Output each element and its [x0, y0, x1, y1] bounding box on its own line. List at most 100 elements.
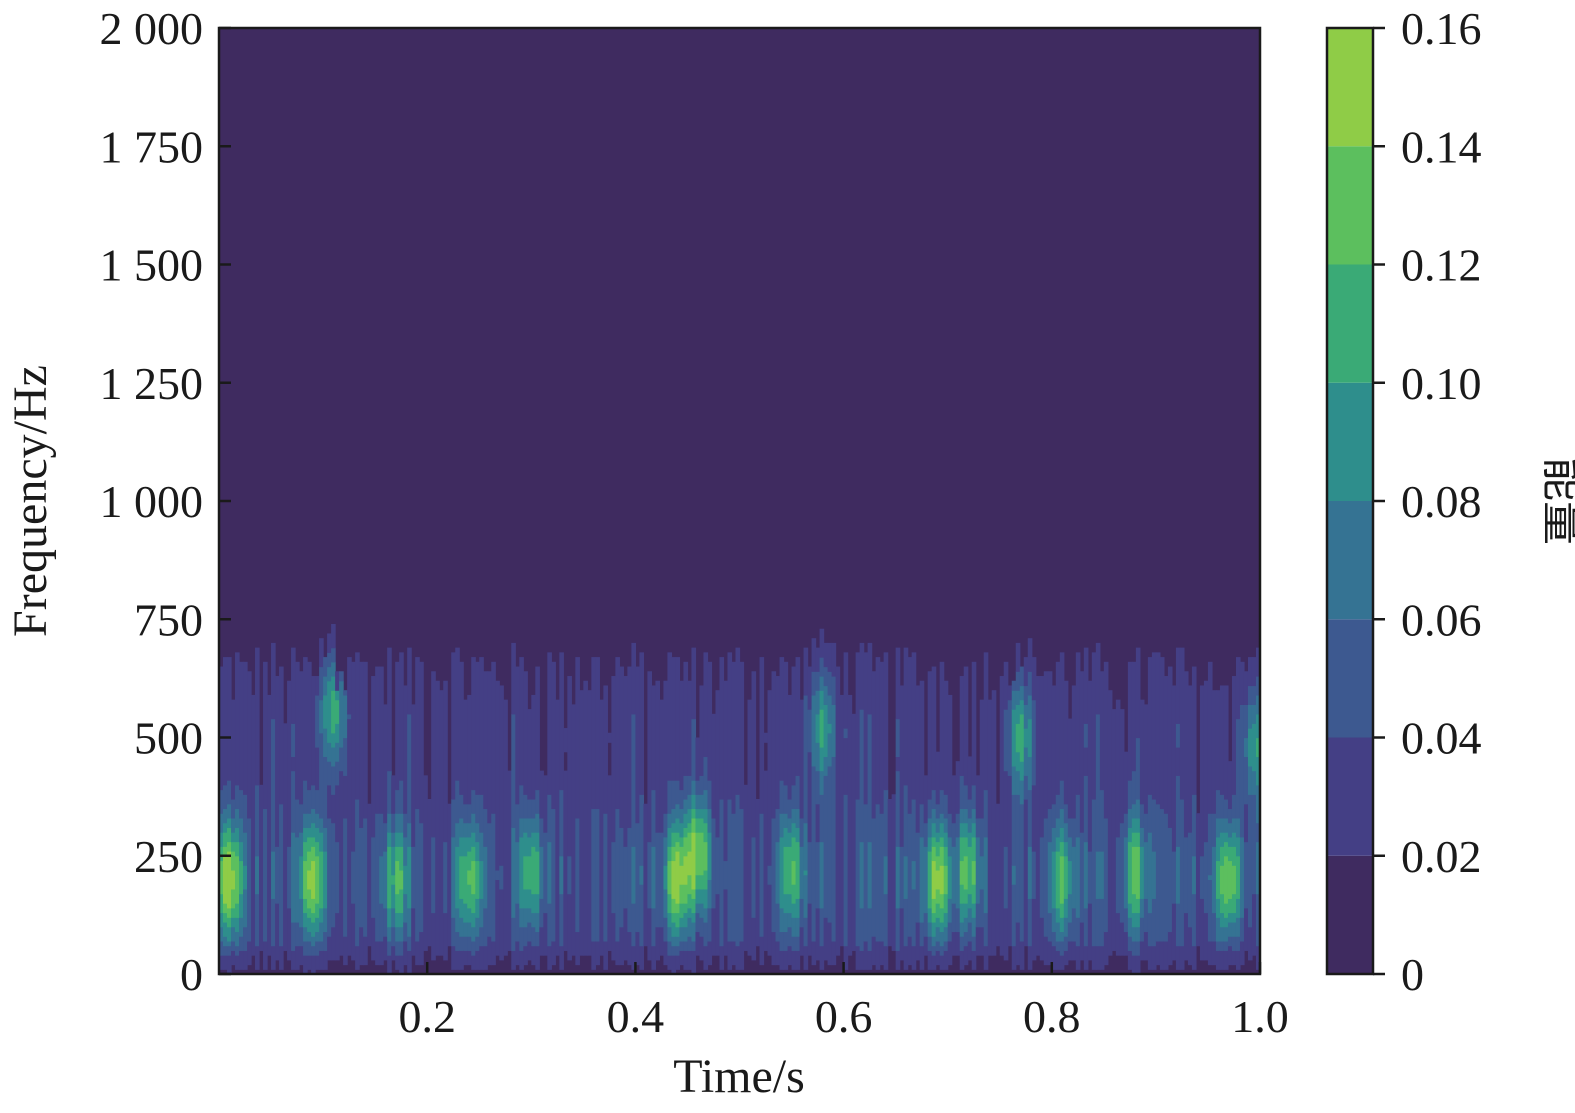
- heatmap-cell: [403, 893, 408, 923]
- heatmap-cell: [235, 903, 240, 918]
- heatmap-cell: [867, 713, 873, 843]
- heatmap-cell: [387, 846, 392, 909]
- heatmap-cell: [683, 775, 689, 800]
- heatmap-cell: [751, 836, 757, 918]
- heatmap-cell: [479, 945, 484, 970]
- heatmap-cell: [1256, 713, 1261, 739]
- heatmap-cell: [239, 917, 244, 937]
- heatmap-cell: [1191, 893, 1197, 947]
- heatmap-cell: [559, 945, 564, 970]
- heatmap-cell: [1159, 940, 1165, 970]
- heatmap-cell: [227, 780, 232, 805]
- heatmap-cell: [823, 666, 829, 687]
- heatmap-cell: [1079, 671, 1085, 833]
- heatmap-cell: [719, 657, 725, 800]
- heatmap-cell: [299, 945, 304, 966]
- heatmap-cell: [531, 832, 536, 847]
- heatmap-cell: [1207, 940, 1213, 966]
- heatmap-cell: [1011, 945, 1017, 970]
- heatmap-cell: [475, 841, 480, 862]
- heatmap-cell: [671, 945, 677, 956]
- heatmap-cell: [1175, 846, 1181, 904]
- heatmap-cell: [335, 761, 340, 786]
- heatmap-cell: [539, 846, 544, 899]
- heatmap-cell: [555, 699, 560, 956]
- heatmap-cell: [471, 912, 476, 928]
- heatmap-cell: [803, 945, 809, 970]
- heatmap-cell: [903, 898, 909, 947]
- heatmap-cell: [927, 817, 933, 838]
- heatmap-cell: [787, 694, 793, 800]
- heatmap-cell: [307, 869, 312, 890]
- x-tick-label: 0.8: [1023, 991, 1081, 1042]
- heatmap-cell: [1059, 940, 1065, 956]
- heatmap-cell: [719, 945, 725, 970]
- heatmap-cell: [1043, 817, 1049, 937]
- colorbar-band: [1327, 737, 1373, 856]
- heatmap-cell: [307, 827, 312, 838]
- heatmap-cell: [447, 803, 452, 947]
- heatmap-cell: [1123, 751, 1129, 814]
- heatmap-cell: [1231, 936, 1237, 951]
- heatmap-cell: [559, 855, 564, 895]
- heatmap-cell: [683, 661, 689, 776]
- heatmap-cell: [347, 718, 352, 956]
- heatmap-cell: [943, 846, 949, 866]
- heatmap-cell: [427, 798, 432, 947]
- heatmap-cell: [931, 822, 937, 838]
- heatmap-cell: [975, 817, 981, 838]
- heatmap-cell: [591, 808, 596, 942]
- heatmap-cell: [1067, 836, 1073, 862]
- heatmap-cell: [1119, 921, 1125, 956]
- heatmap-cell: [687, 775, 693, 795]
- heatmap-cell: [1243, 756, 1249, 805]
- heatmap-cell: [671, 846, 677, 862]
- heatmap-cell: [223, 832, 228, 847]
- heatmap-cell: [687, 794, 693, 810]
- heatmap-cell: [1047, 808, 1053, 843]
- heatmap-cell: [1107, 690, 1113, 956]
- heatmap-cell: [695, 780, 701, 795]
- heatmap-cell: [1071, 685, 1077, 819]
- heatmap-cell: [1003, 770, 1009, 847]
- heatmap-cell: [283, 723, 288, 951]
- heatmap-cell: [255, 784, 260, 857]
- heatmap-cell: [707, 832, 713, 880]
- heatmap-cell: [359, 827, 364, 928]
- heatmap-cell: [859, 841, 865, 909]
- heatmap-cell: [879, 940, 885, 966]
- heatmap-cell: [315, 676, 320, 696]
- heatmap-cell: [935, 903, 941, 918]
- heatmap-cell: [295, 921, 300, 947]
- heatmap-cell: [675, 780, 681, 805]
- heatmap-cell: [363, 936, 368, 966]
- heatmap-cell: [1219, 893, 1225, 914]
- heatmap-cell: [311, 676, 316, 786]
- heatmap-cell: [331, 926, 336, 961]
- heatmap-cell: [499, 888, 504, 961]
- heatmap-cell: [231, 841, 236, 852]
- heatmap-cell: [951, 775, 957, 824]
- heatmap-cell: [351, 661, 356, 852]
- heatmap-cell: [1115, 699, 1121, 838]
- heatmap-cell: [1243, 803, 1249, 843]
- heatmap-cell: [339, 770, 344, 956]
- heatmap-cell: [1131, 940, 1137, 956]
- heatmap-cell: [1207, 874, 1213, 880]
- heatmap-cell: [707, 879, 713, 909]
- heatmap-cell: [1019, 666, 1025, 687]
- heatmap-cell: [1059, 855, 1065, 904]
- heatmap-cell: [667, 780, 673, 814]
- heatmap-cell: [1215, 789, 1221, 819]
- heatmap-cell: [695, 808, 701, 819]
- heatmap-cell: [919, 680, 925, 805]
- heatmap-cell: [959, 921, 965, 937]
- heatmap-cell: [1223, 685, 1229, 800]
- heatmap-cell: [227, 841, 232, 852]
- heatmap-cell: [1111, 709, 1117, 951]
- heatmap-cell: [1079, 832, 1085, 923]
- heatmap-cell: [923, 822, 929, 847]
- heatmap-cell: [547, 945, 552, 970]
- heatmap-cell: [855, 652, 861, 800]
- heatmap-cell: [511, 917, 516, 951]
